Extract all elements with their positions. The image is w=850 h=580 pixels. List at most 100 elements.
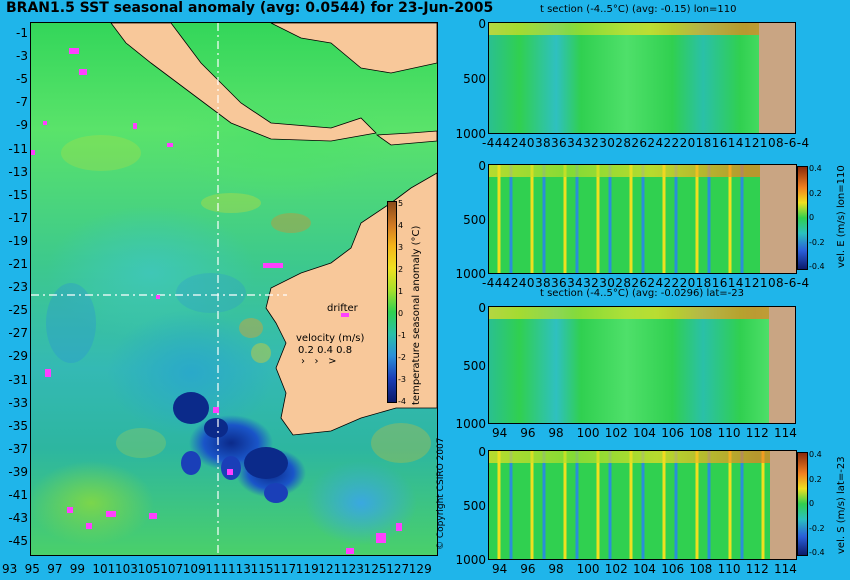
lon-tick: 105	[137, 562, 161, 576]
lat-tick: -9	[16, 118, 28, 133]
depth-tick: 0	[478, 159, 486, 173]
colorbar-tick: 3	[398, 243, 404, 252]
lat-tick: -15	[8, 187, 28, 202]
land-mask	[760, 165, 796, 273]
surface-band	[489, 165, 760, 177]
x-tick: 106	[661, 562, 685, 576]
x-tick: 94	[492, 426, 508, 440]
lat-tick: -43	[8, 511, 28, 526]
x-axis-ticks: -4442403836343230282624222018161412108-6…	[482, 276, 810, 290]
colorbar-tick: 4	[398, 221, 404, 230]
colorbar-tick: 2	[398, 265, 404, 274]
depth-tick: 500	[463, 72, 486, 86]
surface-band	[489, 451, 770, 463]
velocity-colorbar	[797, 166, 808, 270]
x-tick: 112	[745, 562, 769, 576]
velocity-arrows: › › >	[301, 356, 337, 367]
panel-title: t section (-4..5°C) (avg: -0.15) lon=110	[540, 4, 737, 15]
x-tick: 96	[520, 562, 536, 576]
lat-tick: -3	[16, 49, 28, 64]
colorbar-tick: -0.2	[809, 237, 825, 247]
panel-vel-s-lat23[interactable]	[488, 450, 797, 560]
lon-tick: 129	[408, 562, 432, 576]
lat-tick: -29	[8, 349, 28, 364]
land-mask	[759, 23, 795, 133]
colorbar-tick: 1	[398, 287, 404, 296]
lon-tick: 121	[318, 562, 342, 576]
lon-tick: 113	[228, 562, 251, 576]
colorbar-tick: 0	[398, 309, 404, 318]
depth-tick: 1000	[455, 267, 486, 281]
x-tick: 94	[492, 562, 508, 576]
depth-tick: 1000	[455, 417, 486, 431]
x-tick: 112	[745, 426, 769, 440]
lon-tick: 125	[363, 562, 387, 576]
sst-anomaly-map[interactable]: drifter velocity (m/s) 0.2 0.4 0.8 › › >…	[30, 22, 438, 556]
x-tick: 108	[689, 426, 713, 440]
colorbar-tick: -3	[398, 375, 406, 384]
lat-tick: -5	[16, 72, 28, 87]
colorbar-tick: 5	[398, 199, 404, 208]
x-tick: 100	[576, 426, 600, 440]
depth-tick: 1000	[455, 127, 486, 141]
x-tick: 104	[633, 426, 656, 440]
colorbar-tick: -1	[398, 331, 406, 340]
lon-tick: 117	[273, 562, 297, 576]
colorbar-tick: 0	[809, 213, 815, 222]
depth-tick: 500	[463, 499, 486, 513]
colorbar-tick: -2	[398, 353, 406, 362]
lat-tick: -45	[8, 534, 28, 549]
colorbar-tick: 0.2	[809, 474, 822, 484]
lon-tick: 119	[295, 562, 319, 576]
land-mask	[769, 307, 795, 423]
velocity-scale: 0.2 0.4 0.8	[298, 345, 353, 356]
depth-tick: 1000	[455, 553, 486, 567]
panel-vel-e-lon110[interactable]	[488, 164, 797, 274]
lat-tick: -41	[8, 488, 28, 502]
x-tick: 110	[717, 426, 741, 440]
lon-tick: 103	[115, 562, 138, 576]
lon-tick: 109	[182, 562, 206, 576]
x-tick: 114	[774, 562, 797, 576]
x-tick: 102	[604, 426, 628, 440]
lat-tick: -21	[8, 257, 28, 271]
colorbar-tick: -0.4	[809, 548, 825, 557]
lon-tick: 107	[160, 562, 184, 576]
panel-t-section-lat23[interactable]	[488, 306, 796, 424]
lat-tick: -7	[16, 95, 28, 110]
land-mask	[770, 451, 796, 559]
depth-tick: 500	[463, 213, 486, 227]
lon-tick: 101	[92, 562, 116, 576]
lon-tick: 127	[386, 562, 410, 576]
lat-tick: -39	[8, 464, 28, 479]
lon-tick: 111	[205, 562, 229, 576]
lon-tick: 123	[341, 562, 364, 576]
lat-tick: -31	[8, 372, 28, 387]
colorbar-tick: 0.2	[809, 188, 822, 198]
lat-tick: -1	[16, 26, 28, 40]
x-tick: 96	[520, 426, 536, 440]
velocity-label: velocity (m/s)	[296, 333, 365, 344]
colorbar-tick: -0.2	[809, 523, 825, 533]
x-tick: 98	[548, 562, 564, 576]
x-tick: 114	[774, 426, 797, 440]
lat-tick: -19	[8, 233, 28, 248]
x-tick: 102	[604, 562, 628, 576]
panel-title: t section (-4..5°C) (avg: -0.0296) lat=-…	[540, 288, 745, 299]
colorbar-tick: 0.4	[809, 450, 822, 459]
panel-side-label: vel. E (m/s) lon=110	[836, 165, 847, 268]
panel-side-label: vel. S (m/s) lat=-23	[836, 456, 847, 554]
colorbar-tick: -0.4	[809, 262, 825, 271]
colorbar-tick: -4	[398, 397, 406, 406]
lon-tick: 99	[69, 562, 86, 576]
depth-tick: 0	[478, 17, 486, 31]
depth-tick: 0	[478, 301, 486, 315]
lat-tick: -13	[8, 164, 28, 179]
lat-tick: -35	[8, 418, 28, 433]
drifter-label: drifter	[327, 303, 358, 314]
x-tick: 100	[576, 562, 600, 576]
page-title: BRAN1.5 SST seasonal anomaly (avg: 0.054…	[6, 0, 494, 16]
lat-tick: -17	[8, 210, 28, 225]
panel-t-section-lon110[interactable]	[488, 22, 796, 134]
depth-tick: 500	[463, 359, 486, 373]
